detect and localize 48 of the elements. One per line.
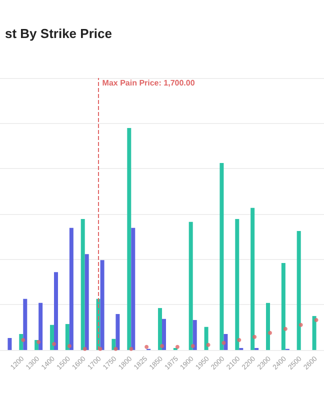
point xyxy=(114,346,118,351)
point xyxy=(67,344,72,348)
bar xyxy=(54,272,58,350)
bar xyxy=(65,324,70,350)
bar xyxy=(266,302,270,350)
bar xyxy=(23,298,28,350)
bar xyxy=(19,334,24,350)
point xyxy=(314,318,318,322)
bar xyxy=(204,326,208,350)
bar xyxy=(116,314,120,350)
bar xyxy=(80,218,85,350)
bar xyxy=(50,324,54,350)
point xyxy=(237,338,242,342)
point xyxy=(36,340,41,344)
bar xyxy=(84,254,89,350)
point xyxy=(268,330,272,335)
bar xyxy=(69,228,74,350)
point xyxy=(52,342,56,346)
bar xyxy=(312,316,316,350)
bar xyxy=(188,222,193,350)
ref-line-label: Max Pain Price: 1,700.00 xyxy=(102,78,196,88)
bar xyxy=(220,163,224,350)
bar xyxy=(162,318,166,350)
point xyxy=(144,344,149,349)
point xyxy=(21,338,26,342)
bar xyxy=(131,228,136,350)
bar xyxy=(38,302,43,350)
bar xyxy=(296,230,301,350)
point xyxy=(160,344,164,348)
point xyxy=(98,346,102,351)
chart-title: st By Strike Price xyxy=(5,26,112,41)
bar xyxy=(158,308,162,350)
bar xyxy=(235,218,240,350)
point xyxy=(175,344,180,349)
point xyxy=(252,334,257,339)
bar xyxy=(127,128,132,350)
bar xyxy=(8,338,12,350)
point xyxy=(129,346,134,351)
bar xyxy=(250,208,255,350)
point xyxy=(82,346,87,351)
bar xyxy=(281,262,286,350)
point xyxy=(283,326,288,331)
bar xyxy=(100,260,104,350)
point xyxy=(206,342,210,347)
bar xyxy=(192,320,197,350)
point xyxy=(190,344,195,348)
point xyxy=(298,322,303,327)
point xyxy=(222,340,226,345)
